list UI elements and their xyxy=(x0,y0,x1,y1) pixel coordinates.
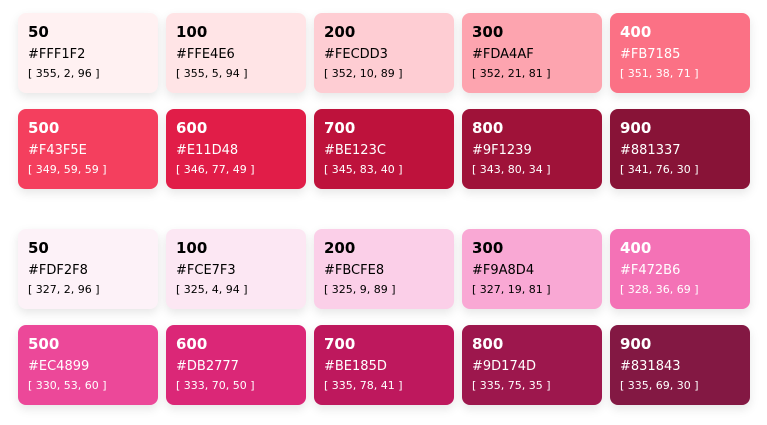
swatch-hex: #BE123C xyxy=(324,143,386,158)
palette-pink: 50 #FDF2F8 [ 327, 2, 96 ] 100 #FCE7F3 [ … xyxy=(18,229,751,405)
swatch-hsl: [ 346, 77, 49 ] xyxy=(176,163,255,176)
swatch-hsl: [ 349, 59, 59 ] xyxy=(28,163,107,176)
swatch-hsl: [ 327, 2, 96 ] xyxy=(28,283,100,296)
swatch-hex: #FDF2F8 xyxy=(28,263,88,278)
swatch-shade: 700 xyxy=(324,119,356,137)
swatch-hsl: [ 325, 4, 94 ] xyxy=(176,283,248,296)
swatch-shade: 400 xyxy=(620,23,652,41)
swatch-hex: #9D174D xyxy=(472,359,536,374)
swatch-shade: 900 xyxy=(620,335,652,353)
swatch-pink-300[interactable]: 300 #F9A8D4 [ 327, 19, 81 ] xyxy=(462,229,602,309)
swatch-hex: #FFE4E6 xyxy=(176,47,235,62)
swatch-hex: #FECDD3 xyxy=(324,47,388,62)
swatch-pink-200[interactable]: 200 #FBCFE8 [ 325, 9, 89 ] xyxy=(314,229,454,309)
swatch-hex: #DB2777 xyxy=(176,359,239,374)
swatch-hex: #9F1239 xyxy=(472,143,532,158)
swatch-hsl: [ 335, 75, 35 ] xyxy=(472,379,551,392)
swatch-shade: 300 xyxy=(472,23,504,41)
swatch-rose-800[interactable]: 800 #9F1239 [ 343, 80, 34 ] xyxy=(462,109,602,189)
swatch-hex: #881337 xyxy=(620,143,681,158)
swatch-pink-800[interactable]: 800 #9D174D [ 335, 75, 35 ] xyxy=(462,325,602,405)
swatch-hsl: [ 325, 9, 89 ] xyxy=(324,283,396,296)
swatch-hsl: [ 333, 70, 50 ] xyxy=(176,379,255,392)
swatch-shade: 400 xyxy=(620,239,652,257)
swatch-hsl: [ 330, 53, 60 ] xyxy=(28,379,107,392)
swatch-hsl: [ 345, 83, 40 ] xyxy=(324,163,403,176)
swatch-pink-100[interactable]: 100 #FCE7F3 [ 325, 4, 94 ] xyxy=(166,229,306,309)
swatch-hex: #F9A8D4 xyxy=(472,263,535,278)
swatch-shade: 50 xyxy=(28,239,49,257)
swatch-hex: #FBCFE8 xyxy=(324,263,385,278)
swatch-hsl: [ 351, 38, 71 ] xyxy=(620,67,699,80)
swatch-rose-200[interactable]: 200 #FECDD3 [ 352, 10, 89 ] xyxy=(314,13,454,93)
palette-rose: 50 #FFF1F2 [ 355, 2, 96 ] 100 #FFE4E6 [ … xyxy=(18,13,751,189)
swatch-rose-100[interactable]: 100 #FFE4E6 [ 355, 5, 94 ] xyxy=(166,13,306,93)
swatch-hex: #FDA4AF xyxy=(472,47,534,62)
swatch-rose-400[interactable]: 400 #FB7185 [ 351, 38, 71 ] xyxy=(610,13,750,93)
swatch-rose-300[interactable]: 300 #FDA4AF [ 352, 21, 81 ] xyxy=(462,13,602,93)
swatch-shade: 100 xyxy=(176,23,208,41)
swatch-hex: #E11D48 xyxy=(176,143,239,158)
swatch-rose-900[interactable]: 900 #881337 [ 341, 76, 30 ] xyxy=(610,109,750,189)
swatch-shade: 200 xyxy=(324,23,356,41)
swatch-shade: 50 xyxy=(28,23,49,41)
swatch-shade: 500 xyxy=(28,335,60,353)
swatch-shade: 500 xyxy=(28,119,60,137)
swatch-hsl: [ 335, 78, 41 ] xyxy=(324,379,403,392)
swatch-rose-50[interactable]: 50 #FFF1F2 [ 355, 2, 96 ] xyxy=(18,13,158,93)
swatch-pink-600[interactable]: 600 #DB2777 [ 333, 70, 50 ] xyxy=(166,325,306,405)
swatch-hex: #FB7185 xyxy=(620,47,681,62)
swatch-shade: 800 xyxy=(472,335,504,353)
swatch-hex: #BE185D xyxy=(324,359,387,374)
swatch-hsl: [ 355, 5, 94 ] xyxy=(176,67,248,80)
swatch-pink-500[interactable]: 500 #EC4899 [ 330, 53, 60 ] xyxy=(18,325,158,405)
swatch-pink-50[interactable]: 50 #FDF2F8 [ 327, 2, 96 ] xyxy=(18,229,158,309)
swatch-shade: 600 xyxy=(176,335,208,353)
swatch-pink-700[interactable]: 700 #BE185D [ 335, 78, 41 ] xyxy=(314,325,454,405)
swatch-hex: #FFF1F2 xyxy=(28,47,86,62)
swatch-shade: 100 xyxy=(176,239,208,257)
swatch-shade: 300 xyxy=(472,239,504,257)
swatch-hex: #831843 xyxy=(620,359,681,374)
swatch-pink-900[interactable]: 900 #831843 [ 335, 69, 30 ] xyxy=(610,325,750,405)
swatch-rose-500[interactable]: 500 #F43F5E [ 349, 59, 59 ] xyxy=(18,109,158,189)
swatch-shade: 900 xyxy=(620,119,652,137)
swatch-shade: 600 xyxy=(176,119,208,137)
swatch-hsl: [ 327, 19, 81 ] xyxy=(472,283,551,296)
swatch-hsl: [ 352, 10, 89 ] xyxy=(324,67,403,80)
swatch-hex: #F472B6 xyxy=(620,263,681,278)
swatch-hsl: [ 341, 76, 30 ] xyxy=(620,163,699,176)
swatch-hsl: [ 352, 21, 81 ] xyxy=(472,67,551,80)
swatch-shade: 800 xyxy=(472,119,504,137)
swatch-hsl: [ 335, 69, 30 ] xyxy=(620,379,699,392)
swatch-pink-400[interactable]: 400 #F472B6 [ 328, 36, 69 ] xyxy=(610,229,750,309)
swatch-shade: 200 xyxy=(324,239,356,257)
swatch-hex: #FCE7F3 xyxy=(176,263,236,278)
swatch-shade: 700 xyxy=(324,335,356,353)
swatch-hex: #F43F5E xyxy=(28,143,87,158)
swatch-hsl: [ 355, 2, 96 ] xyxy=(28,67,100,80)
swatch-rose-600[interactable]: 600 #E11D48 [ 346, 77, 49 ] xyxy=(166,109,306,189)
swatch-hsl: [ 343, 80, 34 ] xyxy=(472,163,551,176)
swatch-hsl: [ 328, 36, 69 ] xyxy=(620,283,699,296)
swatch-hex: #EC4899 xyxy=(28,359,90,374)
swatch-rose-700[interactable]: 700 #BE123C [ 345, 83, 40 ] xyxy=(314,109,454,189)
